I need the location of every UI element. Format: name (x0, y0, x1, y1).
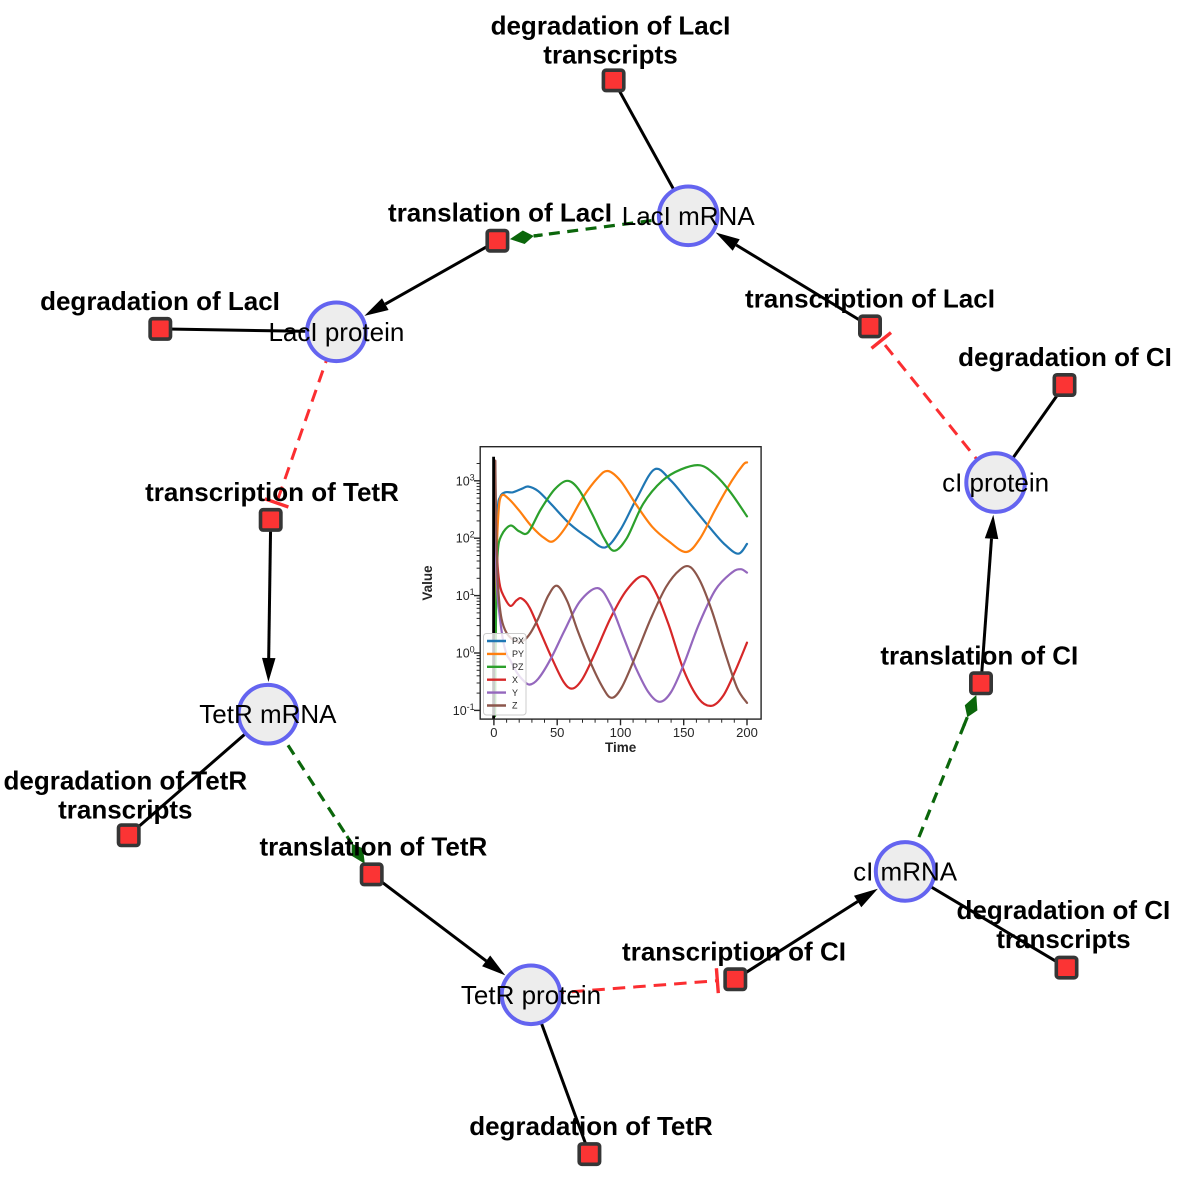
svg-text:Z: Z (512, 701, 518, 711)
svg-text:TetR protein: TetR protein (461, 980, 601, 1010)
svg-text:degradation of CI: degradation of CI (958, 342, 1172, 372)
svg-text:cI protein: cI protein (942, 468, 1049, 498)
svg-text:degradation of LacI: degradation of LacI (491, 10, 731, 40)
svg-text:LacI protein: LacI protein (268, 317, 404, 347)
svg-text:0: 0 (490, 725, 497, 740)
svg-text:PY: PY (512, 649, 524, 659)
svg-text:150: 150 (673, 725, 695, 740)
svg-text:PZ: PZ (512, 662, 524, 672)
svg-text:cI mRNA: cI mRNA (853, 856, 958, 886)
svg-text:200: 200 (736, 725, 758, 740)
svg-text:100: 100 (610, 725, 632, 740)
svg-text:LacI mRNA: LacI mRNA (622, 201, 756, 231)
svg-text:degradation of CI: degradation of CI (957, 895, 1171, 925)
svg-text:transcription of TetR: transcription of TetR (145, 477, 399, 507)
svg-text:Value: Value (420, 565, 435, 601)
svg-text:transcription of LacI: transcription of LacI (745, 283, 995, 313)
svg-text:transcripts: transcripts (58, 794, 192, 824)
svg-text:PX: PX (512, 636, 524, 646)
svg-text:transcripts: transcripts (543, 39, 677, 69)
svg-text:degradation of TetR: degradation of TetR (3, 765, 247, 795)
svg-text:transcripts: transcripts (996, 924, 1130, 954)
svg-text:degradation of TetR: degradation of TetR (469, 1111, 713, 1141)
svg-text:translation of LacI: translation of LacI (388, 198, 612, 228)
svg-text:50: 50 (550, 725, 564, 740)
svg-text:X: X (512, 675, 518, 685)
svg-text:transcription of CI: transcription of CI (622, 936, 846, 966)
svg-text:Y: Y (512, 688, 518, 698)
svg-text:degradation of LacI: degradation of LacI (40, 286, 280, 316)
svg-text:translation of TetR: translation of TetR (260, 831, 488, 861)
svg-text:Time: Time (605, 740, 637, 755)
svg-text:TetR mRNA: TetR mRNA (199, 699, 337, 729)
svg-text:translation of CI: translation of CI (880, 640, 1078, 670)
